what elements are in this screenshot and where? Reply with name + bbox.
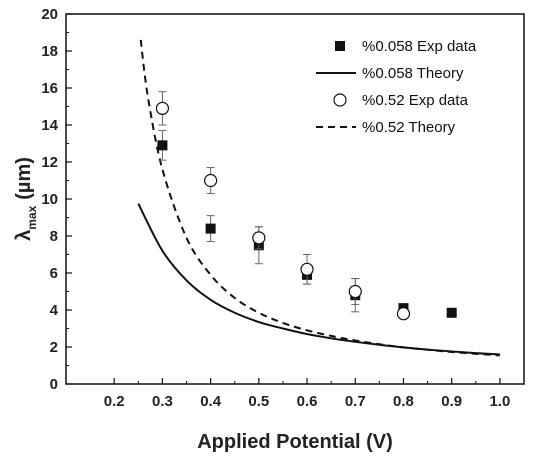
y-tick-label: 0: [50, 376, 58, 393]
legend-swatch-circle: [333, 93, 347, 107]
x-axis-title: Applied Potential (V): [197, 431, 393, 453]
x-tick-label: 0.8: [393, 393, 414, 410]
legend-label: %0.52 Theory: [362, 119, 456, 136]
legend: %0.058 Exp data %0.058 Theory %0.52 Exp da…: [316, 38, 477, 136]
y-tick-label: 12: [41, 154, 58, 171]
data-point-circle: [252, 231, 266, 245]
data-point-square: [205, 223, 216, 234]
data-point-circle: [348, 284, 362, 299]
y-tick-label: 10: [41, 191, 58, 208]
series-layer: [137, 39, 500, 357]
y-tick-label: 6: [50, 265, 58, 282]
legend-label: %0.058 Exp data: [362, 38, 477, 55]
y-axis-title: λmax (µm): [13, 157, 39, 241]
data-point-square: [157, 140, 168, 151]
x-tick-label: 0.7: [345, 393, 366, 410]
x-tick-label: 0.6: [297, 393, 318, 410]
data-point-circle: [155, 101, 170, 115]
x-tick-label: 0.9: [441, 393, 462, 410]
x-tick-label: 0.2: [104, 393, 125, 410]
y-tick-label: 18: [41, 43, 58, 60]
data-point-circle: [396, 307, 411, 321]
x-tick-label: 1.0: [489, 393, 510, 410]
data-point-circle: [204, 173, 218, 188]
series-line: [137, 203, 500, 356]
data-point-square: [446, 307, 457, 318]
y-axis-title-subscript: max: [25, 205, 39, 229]
data-point-circle: [300, 262, 314, 276]
y-tick-label: 8: [50, 228, 58, 245]
x-tick-label: 0.3: [152, 393, 173, 410]
series-line: [139, 39, 500, 357]
y-tick-label: 4: [50, 302, 59, 319]
y-tick-label: 16: [41, 80, 58, 97]
x-tick-label: 0.4: [200, 393, 222, 410]
y-tick-label: 14: [41, 117, 58, 134]
y-axis-title-symbol: λ: [13, 230, 35, 241]
legend-label: %0.52 Exp data: [362, 92, 469, 109]
legend-swatch-square: [335, 41, 345, 51]
legend-label: %0.058 Theory: [362, 65, 464, 82]
y-tick-label: 20: [41, 6, 58, 23]
y-tick-label: 2: [50, 339, 58, 356]
y-axis-title-unit: (µm): [13, 157, 35, 200]
ticks-layer: 0.2 0.3 0.4 0.5 0.6 0.7 0.8 0.9 1.0 0 2 4 6 8 10 12 14 16…: [41, 6, 510, 410]
x-tick-label: 0.5: [248, 393, 269, 410]
